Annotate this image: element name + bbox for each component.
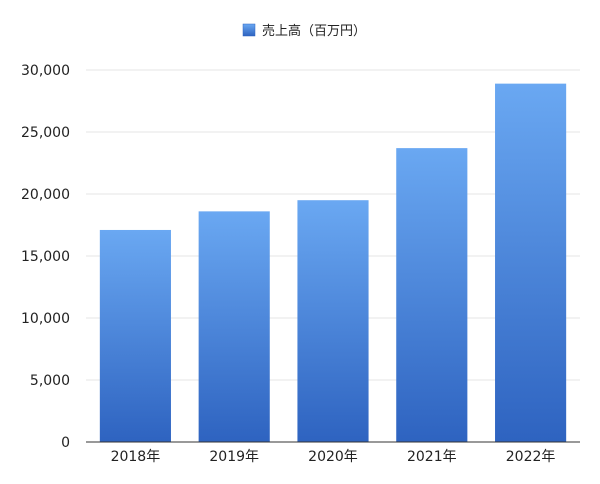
y-tick-label: 15,000 bbox=[21, 249, 70, 265]
bar bbox=[396, 148, 468, 442]
bar bbox=[495, 83, 567, 442]
y-tick-label: 10,000 bbox=[21, 311, 70, 327]
bars bbox=[99, 83, 567, 442]
bar bbox=[297, 200, 369, 442]
y-tick-label: 5,000 bbox=[30, 373, 70, 389]
x-axis-tick-labels: 2018年 2019年 2020年 2021年 2022年 bbox=[111, 449, 556, 465]
bar bbox=[198, 211, 270, 442]
y-tick-label: 25,000 bbox=[21, 125, 70, 141]
x-tick-label: 2019年 bbox=[209, 449, 259, 465]
x-tick-label: 2022年 bbox=[506, 449, 556, 465]
y-tick-label: 30,000 bbox=[21, 63, 70, 79]
x-tick-label: 2021年 bbox=[407, 449, 457, 465]
y-tick-label: 20,000 bbox=[21, 187, 70, 203]
x-tick-label: 2018年 bbox=[111, 449, 161, 465]
y-tick-label: 0 bbox=[61, 435, 70, 451]
legend-swatch bbox=[242, 23, 256, 37]
bar bbox=[99, 229, 171, 442]
legend-label: 売上高（百万円） bbox=[262, 23, 366, 39]
y-axis-tick-labels: 0 5,000 10,000 15,000 20,000 25,000 30,000 bbox=[21, 63, 70, 451]
x-tick-label: 2020年 bbox=[308, 449, 358, 465]
legend: 売上高（百万円） bbox=[242, 23, 366, 39]
